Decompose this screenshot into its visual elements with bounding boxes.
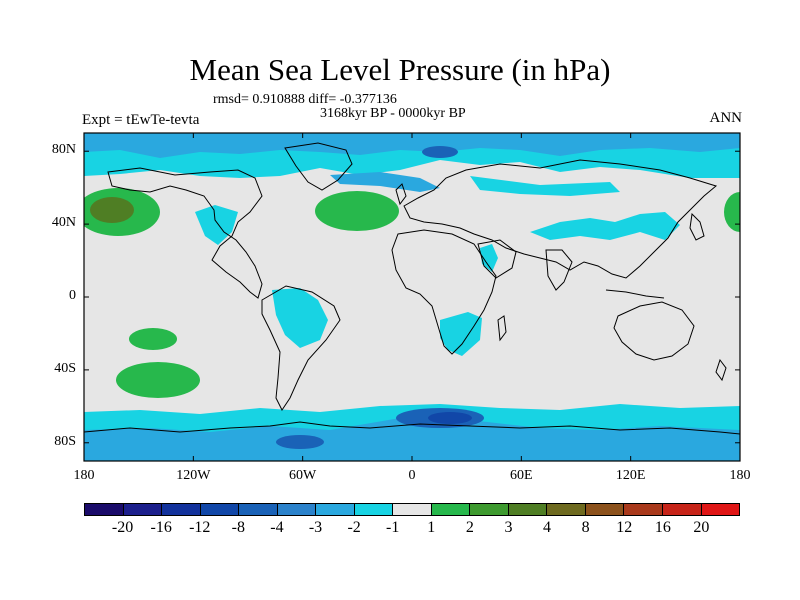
asia-negative-band: [530, 212, 680, 240]
colorbar-swatch: [162, 504, 201, 515]
colorbar-label: 8: [581, 519, 590, 536]
colorbar-label: 20: [693, 519, 710, 536]
colorbar-label: -3: [308, 519, 323, 536]
colorbar-label: -4: [270, 519, 284, 536]
eurasia-negative-band: [470, 176, 620, 196]
arctic-dark-core: [422, 146, 458, 158]
lon-tick-label: 180: [73, 468, 95, 483]
lon-tick-label: 180: [729, 468, 751, 483]
antarctic-dark-patch: [276, 435, 324, 449]
greenland-coast: [284, 142, 353, 191]
lat-tick-label: 0: [69, 288, 76, 303]
colorbar-swatch: [431, 504, 471, 515]
north-america-coast: [107, 167, 263, 299]
colorbar-swatch: [662, 504, 702, 515]
indonesia-coast: [605, 289, 665, 299]
madagascar-coast: [497, 315, 507, 342]
lon-tick-label: 120W: [176, 468, 211, 483]
europe-asia-coast: [403, 159, 718, 279]
colorbar-swatch: [354, 504, 394, 515]
lon-tick-label: 120E: [615, 468, 646, 483]
experiment-label: Expt = tEwTe-tevta: [82, 112, 200, 128]
colorbar-label: 2: [465, 519, 474, 536]
southern-ocean-dark-core-inner: [428, 412, 472, 424]
africa-coast: [391, 229, 497, 355]
colorbar-swatch: [393, 504, 432, 515]
south-america-negative-blob: [272, 288, 328, 348]
colorbar-label: -2: [347, 519, 361, 536]
colorbar-label: 12: [616, 519, 633, 536]
colorbar-swatch: [85, 504, 124, 515]
japan-coast: [689, 212, 705, 241]
lat-tick-label: 40S: [54, 360, 76, 376]
lon-tick-label: 0: [408, 468, 416, 483]
colorbar-label: -20: [111, 519, 134, 536]
lon-tick-label: 60E: [510, 468, 533, 483]
colorbar-label: -1: [386, 519, 400, 536]
colorbar-swatch: [547, 504, 586, 515]
colorbar-swatch: [123, 504, 163, 515]
statistics-text: rmsd= 0.910888 diff= -0.377136: [213, 92, 397, 107]
uk-coast: [395, 183, 407, 206]
colorbar-label: -16: [150, 519, 172, 536]
axis-ticks: [83, 133, 741, 461]
north-atlantic-negative: [330, 172, 440, 192]
india-coast: [545, 249, 573, 291]
south-africa-negative-blob: [440, 312, 482, 356]
colorbar-swatch: [316, 504, 355, 515]
colorbar-swatch: [585, 504, 625, 515]
lat-tick-label: 80S: [54, 433, 76, 449]
antarctica-coast: [84, 421, 740, 435]
colorbar-label: -12: [189, 519, 211, 536]
coastlines: [84, 142, 740, 435]
arctic-core: [84, 133, 740, 158]
colorbar-swatch: [470, 504, 509, 515]
colorbar-swatch: [277, 504, 317, 515]
colorbar-label: -8: [231, 519, 245, 536]
colorbar-label: 1: [427, 519, 436, 536]
colorbar-swatch: [701, 504, 740, 515]
lat-tick-label: 40N: [51, 215, 76, 231]
colorbar-label: 16: [654, 519, 671, 536]
south-pacific-positive-large: [116, 362, 200, 398]
new-zealand-coast: [715, 358, 727, 382]
lon-tick-label: 60W: [289, 468, 317, 483]
colorbar: [84, 503, 740, 516]
north-atlantic-positive: [315, 191, 399, 231]
colorbar-label: 4: [543, 519, 552, 536]
colorbar-swatch: [239, 504, 278, 515]
north-pacific-positive-core: [90, 197, 134, 223]
southern-ocean-mid-band: [84, 418, 740, 461]
australia-coast: [613, 301, 695, 361]
south-pacific-positive-small: [129, 328, 177, 350]
europe-negative-blob: [195, 205, 238, 245]
lat-tick-label: 80N: [51, 142, 76, 158]
arabia-negative-blob: [480, 244, 498, 272]
season-label: ANN: [709, 110, 743, 126]
colorbar-swatch: [624, 504, 663, 515]
colorbar-swatch: [508, 504, 548, 515]
map-title: Mean Sea Level Pressure (in hPa): [189, 52, 611, 87]
colorbar-label: 3: [504, 519, 513, 536]
period-label: 3168kyr BP - 0000kyr BP: [320, 106, 466, 121]
east-pacific-positive: [724, 192, 740, 232]
south-america-coast: [261, 285, 341, 411]
colorbar-swatch: [200, 504, 240, 515]
arabia-coast: [477, 239, 517, 279]
map-field: [84, 133, 740, 461]
